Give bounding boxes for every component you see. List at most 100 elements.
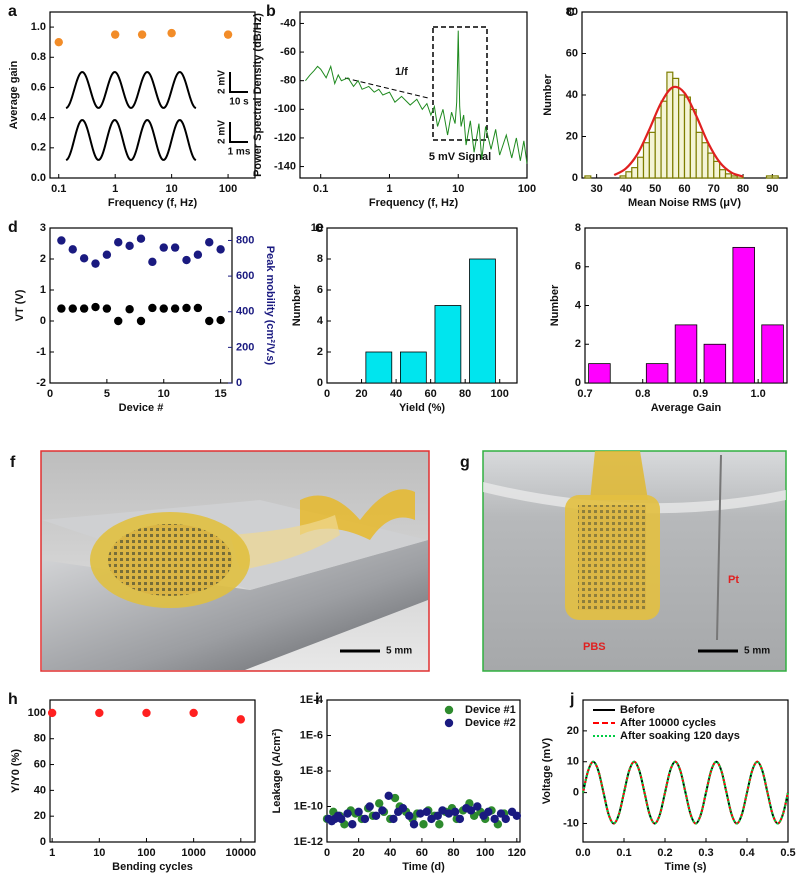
- y-axis-label: Number: [542, 74, 554, 116]
- y-axis-label: VT (V): [14, 289, 26, 321]
- y-tick-label: 1E-4: [300, 694, 324, 706]
- legend-label: After 10000 cycles: [620, 717, 716, 729]
- data-point: [189, 708, 198, 718]
- legend-label: Device #1: [465, 704, 516, 716]
- x-axis-label: Time (s): [665, 861, 707, 873]
- data-point: [216, 245, 225, 254]
- data-point: [216, 315, 225, 325]
- plot-frame: [299, 11, 528, 179]
- scale-bar-label: 10 s: [229, 97, 249, 108]
- data-point: [416, 809, 425, 818]
- data-point: [136, 316, 146, 326]
- y-tick-label: 20: [34, 810, 46, 822]
- y-tick-label: 8: [317, 253, 323, 265]
- data-point: [348, 820, 357, 829]
- y2-tick-label: 200: [236, 341, 254, 353]
- x-tick-label: 40: [620, 183, 632, 195]
- bar: [434, 305, 462, 384]
- x-tick-label: 70: [708, 183, 720, 195]
- panel-letter: d: [8, 219, 18, 236]
- data-point: [102, 250, 112, 259]
- y-tick-label: 1E-8: [300, 765, 323, 777]
- data-point: [389, 814, 398, 824]
- histogram-bar: [701, 142, 709, 179]
- legend-label: After soaking 120 days: [620, 730, 740, 742]
- data-point: [57, 304, 66, 313]
- scale-bar-label: 1 ms: [228, 147, 251, 158]
- histogram-bar: [724, 173, 732, 179]
- x-tick-label: 0: [324, 847, 330, 859]
- data-point: [68, 245, 77, 254]
- y-tick-label: 1: [40, 284, 46, 296]
- highlight-box: [432, 26, 488, 141]
- panel-letter: f: [10, 454, 16, 471]
- data-point: [193, 250, 203, 259]
- y-tick-label: -80: [280, 75, 296, 87]
- bar: [588, 363, 611, 384]
- panel-letter: b: [266, 3, 276, 20]
- x-tick-label: 60: [425, 388, 437, 400]
- y-tick-label: 0: [575, 377, 581, 389]
- data-point: [390, 793, 400, 803]
- y-tick-label: 2: [317, 346, 323, 358]
- legend-swatch: [444, 705, 454, 715]
- data-point: [354, 807, 363, 817]
- panel-letter: a: [8, 3, 17, 20]
- x-tick-label: 80: [737, 183, 749, 195]
- x-tick-label: 0.7: [577, 388, 592, 400]
- y-tick-label: 0.0: [31, 172, 46, 184]
- data-point: [455, 814, 465, 824]
- y-tick-label: 6: [317, 284, 323, 296]
- histogram-bar: [771, 175, 779, 179]
- y-tick-label: 0.6: [31, 81, 46, 93]
- data-point: [435, 820, 444, 829]
- histogram-bar: [648, 131, 656, 179]
- histogram-bar: [765, 175, 773, 179]
- data-point: [501, 814, 510, 824]
- x-tick-label: 0.1: [313, 183, 328, 195]
- y-axis-label: Number: [291, 284, 303, 326]
- plot-frame: [582, 699, 789, 843]
- data-point: [343, 809, 352, 818]
- bar: [645, 363, 669, 384]
- y2-tick-label: 400: [236, 306, 254, 318]
- scale-bar-label: 5 mm: [744, 646, 770, 657]
- data-point: [148, 303, 157, 313]
- data-point: [438, 806, 447, 815]
- histogram-bar: [660, 100, 668, 179]
- x-tick-label: 0: [47, 388, 53, 400]
- y-tick-label: 0.2: [31, 142, 46, 154]
- y-axis-label: Average gain: [8, 60, 20, 129]
- data-point: [79, 304, 89, 313]
- x-tick-label: 60: [416, 847, 428, 859]
- histogram-bar: [654, 117, 662, 179]
- y-tick-label: -1: [36, 346, 46, 358]
- annotation: 1/f: [395, 66, 408, 78]
- bar: [365, 351, 393, 384]
- data-line: [582, 760, 789, 825]
- y-tick-label: 10: [567, 756, 579, 768]
- y-tick-label: 1E-10: [294, 800, 323, 812]
- histogram-bar: [683, 96, 691, 179]
- panel-letter: c: [566, 3, 575, 20]
- annotation-group: 1/f 5 mV Signal: [344, 26, 491, 163]
- data-point: [398, 804, 408, 813]
- photo-g: Pt PBS 5 mm g: [460, 450, 787, 672]
- bar: [400, 351, 427, 384]
- x-tick-label: 120: [508, 847, 526, 859]
- x-tick-label: 20: [355, 388, 367, 400]
- x-tick-label: 100: [491, 388, 509, 400]
- panel-letter: j: [569, 691, 574, 708]
- histogram-bar: [642, 142, 650, 179]
- bar: [674, 324, 698, 384]
- data-point: [137, 30, 147, 39]
- data-point: [450, 807, 460, 817]
- data-point: [193, 303, 203, 313]
- histogram-bar: [695, 131, 703, 179]
- y-tick-label: 80: [566, 6, 578, 18]
- data-point: [159, 304, 168, 313]
- data-point: [91, 259, 100, 268]
- histogram-bar: [619, 175, 627, 179]
- annotation: 5 mV Signal: [429, 151, 491, 163]
- bar: [703, 343, 727, 384]
